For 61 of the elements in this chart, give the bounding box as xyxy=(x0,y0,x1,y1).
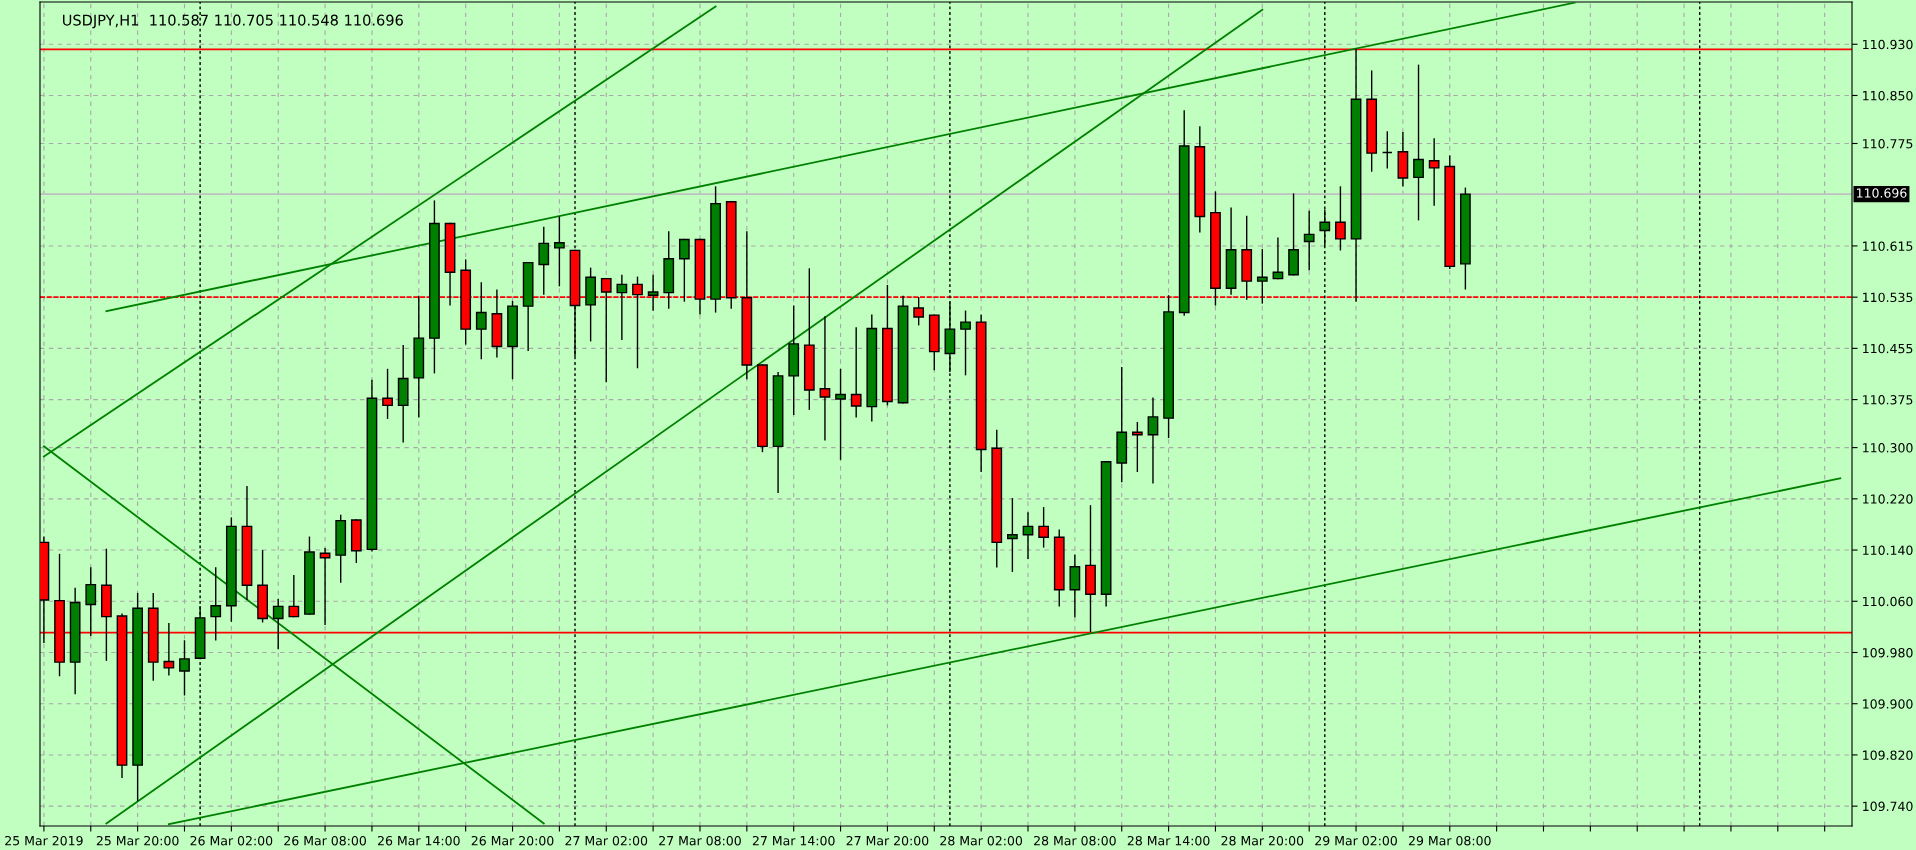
x-tick-label: 29 Mar 02:00 xyxy=(1315,835,1397,846)
candlestick xyxy=(1272,237,1284,280)
candlestick xyxy=(1335,186,1346,251)
y-tick-label: 110.060 xyxy=(1863,596,1913,607)
y-tick-label: 110.220 xyxy=(1863,494,1913,504)
candlestick xyxy=(1381,131,1393,169)
x-tick-label: 26 Mar 14:00 xyxy=(377,835,460,846)
candlestick xyxy=(1428,138,1440,206)
text: USDJPY,H1 110.587 110.705 110.548 110.696 xyxy=(63,14,403,29)
x-tick-label: 27 Mar 02:00 xyxy=(565,835,648,846)
y-tick-label: 110.775 xyxy=(1863,138,1913,149)
x-tick-label: 28 Mar 08:00 xyxy=(1034,835,1116,846)
x-tick-label: 25 Mar 20:00 xyxy=(96,835,179,846)
candlestick xyxy=(538,226,550,295)
y-tick-label: 110.455 xyxy=(1863,343,1913,354)
x-tick-label: 26 Mar 02:00 xyxy=(190,835,273,846)
candlestick xyxy=(288,574,300,618)
candlestick xyxy=(1303,210,1315,271)
y-tick-label: 109.980 xyxy=(1863,647,1913,658)
candlestick xyxy=(647,274,659,311)
x-tick-label: 28 Mar 20:00 xyxy=(1221,835,1304,846)
y-tick-label: 110.535 xyxy=(1863,292,1913,303)
y-tick-label: 110.930 xyxy=(1863,39,1913,50)
x-tick-label: 29 Mar 08:00 xyxy=(1408,835,1491,846)
candlestick xyxy=(179,640,190,696)
ref-line-label: 110.696 xyxy=(1857,188,1907,198)
y-tick-label: 109.900 xyxy=(1863,699,1913,709)
x-tick-label: 28 Mar 14:00 xyxy=(1127,835,1210,846)
x-tick-label: 28 Mar 02:00 xyxy=(940,835,1023,846)
candlestick xyxy=(678,238,690,302)
y-tick-label: 110.300 xyxy=(1863,443,1913,453)
candlestick xyxy=(475,282,487,360)
y-tick-label: 109.740 xyxy=(1863,801,1913,812)
x-tick-label: 27 Mar 08:00 xyxy=(659,835,741,846)
y-tick-label: 110.140 xyxy=(1863,545,1913,555)
candlestick xyxy=(1069,554,1081,618)
candlestick xyxy=(554,216,565,287)
x-tick-label: 26 Mar 20:00 xyxy=(471,835,554,846)
candlestick xyxy=(1256,249,1268,304)
x-tick-label: 27 Mar 20:00 xyxy=(846,835,929,846)
candlestick xyxy=(819,316,831,441)
y-tick-label: 109.820 xyxy=(1863,750,1913,760)
candlestick xyxy=(272,598,284,650)
candlestick xyxy=(382,368,393,419)
x-tick-label: 27 Mar 14:00 xyxy=(752,835,835,846)
x-tick-label: 26 Mar 08:00 xyxy=(284,835,366,846)
candlestick xyxy=(1007,498,1018,572)
candlestick xyxy=(835,368,846,460)
candlestick xyxy=(1147,397,1159,484)
candlestick xyxy=(850,327,862,418)
candlestick xyxy=(960,310,971,376)
candlestick xyxy=(85,567,97,636)
candlestick xyxy=(1413,64,1424,221)
y-tick-label: 110.850 xyxy=(1863,90,1913,101)
y-tick-label: 110.375 xyxy=(1863,395,1913,405)
candlestick xyxy=(210,567,222,641)
candlestick xyxy=(1131,421,1143,472)
candlestick xyxy=(616,274,628,341)
candlestick xyxy=(1038,507,1050,548)
y-tick-label: 110.615 xyxy=(1863,241,1913,251)
x-tick-label: 25 Mar 2019 xyxy=(5,835,83,846)
